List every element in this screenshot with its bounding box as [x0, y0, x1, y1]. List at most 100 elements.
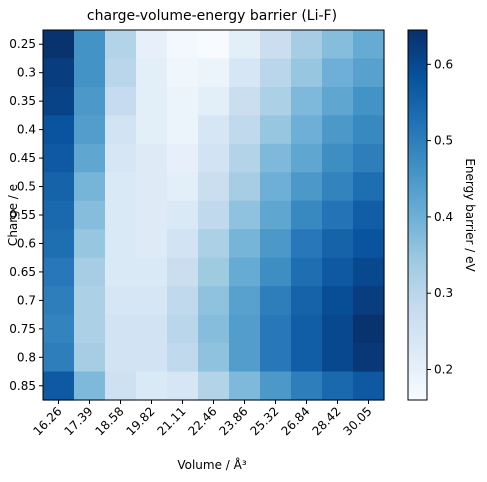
- heatmap-cell: [167, 172, 199, 202]
- heatmap-cell: [74, 343, 106, 373]
- colorbar-tick-label: 0.6: [434, 57, 453, 71]
- heatmap-cell: [167, 86, 199, 116]
- heatmap-cell: [322, 229, 354, 259]
- heatmap-cell: [322, 86, 354, 116]
- heatmap-cell: [291, 58, 323, 88]
- heatmap-cell: [322, 286, 354, 316]
- heatmap-cell: [198, 286, 230, 316]
- heatmap-cell: [105, 343, 137, 373]
- heatmap-cell: [229, 86, 261, 116]
- heatmap-cell: [260, 343, 292, 373]
- heatmap-cell: [353, 257, 385, 287]
- heatmap-cell: [198, 86, 230, 116]
- heatmap-cell: [229, 286, 261, 316]
- x-tick-label: 19.82: [123, 404, 157, 438]
- heatmap-cell: [136, 371, 168, 401]
- heatmap-cell: [260, 257, 292, 287]
- y-tick-label: 0.45: [9, 151, 36, 165]
- heatmap-cell: [260, 200, 292, 230]
- heatmap-cell: [136, 286, 168, 316]
- heatmap-cell: [229, 371, 261, 401]
- heatmap-cell: [136, 343, 168, 373]
- heatmap-cell: [322, 58, 354, 88]
- heatmap-cell: [353, 371, 385, 401]
- heatmap-cell: [105, 86, 137, 116]
- heatmap-cell: [291, 257, 323, 287]
- heatmap-cell: [105, 314, 137, 344]
- heatmap-cell: [136, 143, 168, 173]
- x-tick-label: 17.39: [61, 404, 95, 438]
- heatmap-cell: [136, 58, 168, 88]
- x-tick-label: 18.58: [92, 404, 126, 438]
- colorbar-tick-label: 0.5: [434, 134, 453, 148]
- heatmap-cell: [43, 200, 75, 230]
- chart-title: charge-volume-energy barrier (Li-F): [87, 8, 337, 24]
- heatmap-cell: [353, 58, 385, 88]
- heatmap-cell: [167, 200, 199, 230]
- heatmap-cell: [167, 115, 199, 145]
- heatmap-cell: [291, 30, 323, 60]
- heatmap-cell: [43, 30, 75, 60]
- heatmap-cell: [260, 229, 292, 259]
- heatmap-cell: [291, 286, 323, 316]
- heatmap-cell: [43, 286, 75, 316]
- heatmap-cell: [353, 172, 385, 202]
- heatmap-cell: [136, 115, 168, 145]
- heatmap-cell: [74, 115, 106, 145]
- heatmap-cell: [322, 200, 354, 230]
- heatmap-cell: [105, 115, 137, 145]
- heatmap-cell: [229, 58, 261, 88]
- heatmap-cell: [229, 314, 261, 344]
- heatmap-cell: [229, 30, 261, 60]
- heatmap-cell: [105, 286, 137, 316]
- heatmap-cell: [167, 286, 199, 316]
- heatmap-cell: [167, 257, 199, 287]
- heatmap-cell: [198, 229, 230, 259]
- heatmap-cell: [105, 30, 137, 60]
- heatmap-cell: [74, 229, 106, 259]
- heatmap-cell: [43, 343, 75, 373]
- heatmap-cell: [74, 286, 106, 316]
- y-tick-label: 0.35: [9, 94, 36, 108]
- heatmap-cell: [167, 371, 199, 401]
- heatmap-cell: [353, 343, 385, 373]
- heatmap-cell: [105, 257, 137, 287]
- heatmap-cell: [322, 143, 354, 173]
- heatmap-cell: [291, 229, 323, 259]
- heatmap-cell: [136, 200, 168, 230]
- heatmap-cell: [353, 115, 385, 145]
- heatmap-cell: [260, 115, 292, 145]
- heatmap-cell: [229, 115, 261, 145]
- y-axis-ticks: 0.25 0.3 0.35 0.4 0.45 0.5 0.55 0.6 0.65 0.7 0.75 0…: [9, 37, 43, 393]
- x-axis-label: Volume / Å³: [177, 457, 247, 472]
- colorbar-tick-label: 0.4: [434, 210, 453, 224]
- x-tick-label: 28.42: [309, 404, 343, 438]
- heatmap-cell: [43, 229, 75, 259]
- heatmap-cell: [105, 371, 137, 401]
- heatmap-cell: [198, 257, 230, 287]
- heatmap-cell: [136, 314, 168, 344]
- heatmap-cell: [198, 143, 230, 173]
- heatmap-cell: [353, 229, 385, 259]
- heatmap-cell: [198, 58, 230, 88]
- heatmap-cell: [167, 229, 199, 259]
- heatmap-cell: [260, 314, 292, 344]
- heatmap-cell: [229, 200, 261, 230]
- heatmap-cell: [198, 115, 230, 145]
- heatmap-cell: [105, 143, 137, 173]
- heatmap-cell: [43, 58, 75, 88]
- heatmap-cell: [167, 314, 199, 344]
- heatmap-cell: [74, 143, 106, 173]
- heatmap-cell: [353, 314, 385, 344]
- heatmap-cell: [260, 30, 292, 60]
- heatmap-cell: [167, 30, 199, 60]
- x-tick-label: 21.11: [154, 404, 188, 438]
- heatmap-cell: [260, 371, 292, 401]
- heatmap-cell: [74, 257, 106, 287]
- heatmap-cell: [198, 314, 230, 344]
- heatmap-cell: [167, 343, 199, 373]
- y-tick-label: 0.25: [9, 37, 36, 51]
- heatmap-cell: [229, 172, 261, 202]
- heatmap-cell: [260, 58, 292, 88]
- heatmap-cell: [322, 30, 354, 60]
